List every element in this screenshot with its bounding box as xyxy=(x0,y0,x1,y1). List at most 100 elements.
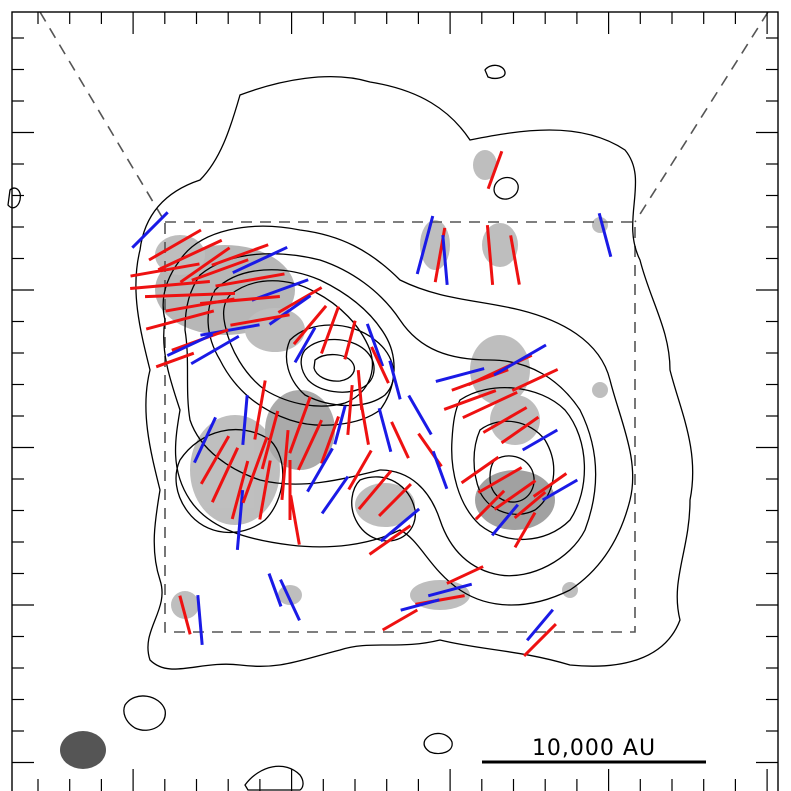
vector-blue xyxy=(388,360,402,400)
vector-red xyxy=(253,380,267,440)
vector-blue xyxy=(200,323,260,337)
vector-blue xyxy=(400,598,440,612)
vector-red xyxy=(130,262,200,278)
vector-red xyxy=(443,389,497,411)
vector-red xyxy=(277,286,323,314)
vector-red xyxy=(462,390,518,420)
vector-red xyxy=(347,449,373,491)
vector-red xyxy=(258,460,272,520)
field-box xyxy=(164,221,636,633)
vector-blue xyxy=(267,573,283,607)
vector-red xyxy=(356,369,364,411)
vector-red xyxy=(368,524,412,556)
vector-blue xyxy=(193,416,217,464)
vector-red xyxy=(493,479,537,511)
vector-red xyxy=(200,295,280,305)
vector-red xyxy=(179,246,231,284)
vector-blue xyxy=(490,503,520,537)
vector-blue xyxy=(431,450,449,490)
intensity-contours xyxy=(7,64,694,791)
vector-red xyxy=(148,228,202,262)
vector-blue xyxy=(306,447,334,493)
vector-blue xyxy=(320,475,350,515)
vector-red xyxy=(370,346,390,384)
vector-red xyxy=(346,384,354,436)
grayscale-emission xyxy=(155,150,608,619)
vector-red xyxy=(211,243,269,267)
vector-red xyxy=(343,320,357,360)
vector-red xyxy=(199,435,231,485)
contour-6 xyxy=(285,324,395,407)
vector-red xyxy=(378,483,412,517)
vector-blue xyxy=(435,367,485,383)
vector-red xyxy=(157,238,223,272)
vector-blue xyxy=(131,211,169,249)
vector-blue xyxy=(525,608,555,642)
fov-line-left xyxy=(39,11,166,223)
vector-blue xyxy=(415,215,435,275)
field-outline xyxy=(39,11,769,633)
vector-red xyxy=(230,460,250,520)
vector-blue xyxy=(166,333,214,357)
vector-red xyxy=(381,608,419,632)
vector-blue xyxy=(541,478,579,502)
vector-red xyxy=(144,291,236,299)
contour-12 xyxy=(175,428,284,534)
vector-red xyxy=(360,405,370,445)
vector-blue xyxy=(521,428,559,452)
vector-blue xyxy=(407,394,433,436)
vector-red xyxy=(485,224,495,286)
polarization-vectors xyxy=(130,150,613,657)
vector-blue xyxy=(441,234,449,286)
vector-blue xyxy=(293,326,317,364)
contour-8 xyxy=(313,353,355,382)
contour-16 xyxy=(484,64,506,79)
vector-blue xyxy=(333,405,347,445)
vector-red xyxy=(191,258,249,282)
vector-red xyxy=(155,351,195,369)
vector-red xyxy=(460,455,500,485)
vector-red xyxy=(178,595,192,635)
contour-15 xyxy=(423,732,453,755)
beam-ellipse-icon xyxy=(60,731,106,769)
vector-blue xyxy=(379,507,421,543)
vector-blue xyxy=(241,394,249,446)
vector-red xyxy=(288,396,312,454)
vector-red xyxy=(511,368,559,392)
vector-red xyxy=(230,313,290,327)
vector-red xyxy=(482,406,528,434)
vector-blue xyxy=(232,245,288,275)
vector-red xyxy=(320,415,340,465)
vector-red xyxy=(297,419,323,471)
vector-blue xyxy=(597,212,613,258)
vector-blue xyxy=(279,578,301,622)
contour-2 xyxy=(162,225,634,606)
contour-17 xyxy=(493,176,519,200)
contour-7 xyxy=(300,338,375,393)
vector-red xyxy=(523,623,557,657)
vector-red xyxy=(320,305,340,355)
plot-frame xyxy=(11,11,779,791)
vector-red xyxy=(292,304,328,346)
vector-red xyxy=(500,415,540,445)
vector-red xyxy=(357,469,393,511)
vector-red xyxy=(513,511,537,549)
vector-blue xyxy=(427,582,473,598)
fov-line-right xyxy=(634,11,769,223)
vector-red xyxy=(260,410,280,470)
vector-blue xyxy=(196,594,204,646)
vector-red xyxy=(477,466,523,494)
vector-red xyxy=(145,309,215,331)
contour-14 xyxy=(123,695,166,731)
vector-red xyxy=(289,495,301,545)
axis-ticks xyxy=(12,12,778,791)
vector-red xyxy=(215,272,285,288)
vector-red xyxy=(513,490,547,520)
vector-red xyxy=(241,436,269,504)
contour-9 xyxy=(451,387,586,541)
vector-blue xyxy=(190,334,240,366)
vector-red xyxy=(130,280,210,290)
vector-red xyxy=(210,447,240,503)
vector-blue xyxy=(268,294,312,326)
